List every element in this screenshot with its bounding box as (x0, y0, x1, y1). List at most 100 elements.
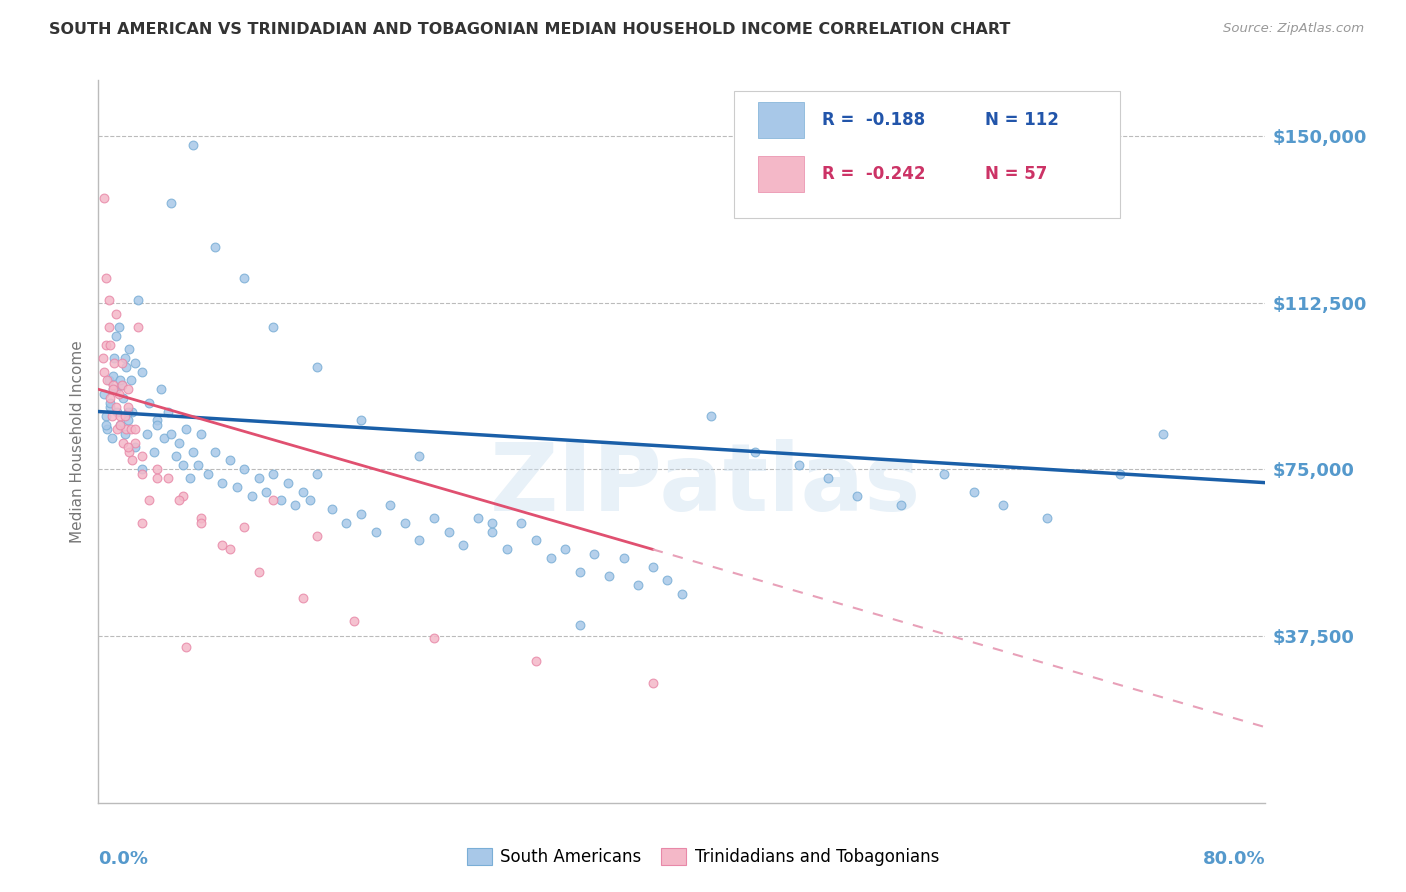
Point (110, 417, 132, 432)
Point (817, 471, 839, 485)
Point (254, 484, 277, 499)
Point (114, 409, 136, 423)
Point (117, 400, 139, 414)
Point (197, 467, 219, 481)
Point (104, 400, 127, 414)
Point (627, 578, 650, 592)
Text: 0.0%: 0.0% (98, 850, 149, 868)
Point (321, 502, 343, 516)
Point (343, 614, 366, 628)
Text: 80.0%: 80.0% (1202, 850, 1265, 868)
Point (524, 533, 547, 548)
Point (104, 307, 127, 321)
Point (167, 435, 190, 450)
Point (111, 377, 134, 392)
Point (94, 417, 117, 432)
Point (451, 538, 474, 552)
Point (98, 400, 121, 414)
Point (118, 444, 141, 458)
Text: R =  -0.242: R = -0.242 (823, 165, 925, 183)
Point (641, 675, 664, 690)
Point (108, 386, 131, 401)
Point (1035, 511, 1057, 525)
Point (124, 440, 146, 454)
Point (350, 413, 373, 427)
Point (408, 533, 430, 548)
Point (104, 329, 127, 343)
Point (408, 449, 430, 463)
Point (93, 191, 115, 205)
Point (111, 377, 134, 392)
Point (138, 395, 160, 409)
Y-axis label: Median Household Income: Median Household Income (69, 340, 84, 543)
Point (114, 426, 136, 441)
Point (114, 351, 136, 366)
Point (540, 551, 562, 566)
Point (172, 458, 194, 472)
Point (117, 382, 139, 396)
Point (291, 591, 314, 606)
Point (423, 511, 446, 525)
Point (496, 542, 519, 557)
Point (110, 373, 132, 387)
Point (91, 351, 114, 366)
Point (138, 493, 160, 508)
Point (105, 404, 128, 418)
Point (112, 391, 135, 405)
Point (270, 493, 292, 508)
Point (583, 547, 606, 561)
Point (262, 320, 284, 334)
FancyBboxPatch shape (734, 91, 1119, 218)
Point (115, 422, 138, 436)
Point (157, 404, 180, 418)
Point (127, 293, 149, 308)
Point (190, 511, 212, 525)
Text: ZIPatlas: ZIPatlas (489, 439, 921, 531)
Point (204, 240, 226, 254)
Point (93, 386, 115, 401)
Point (97, 320, 120, 334)
Point (115, 360, 138, 375)
Point (423, 632, 446, 646)
FancyBboxPatch shape (758, 102, 804, 138)
Point (172, 489, 194, 503)
Point (437, 524, 460, 539)
Text: Source: ZipAtlas.com: Source: ZipAtlas.com (1223, 22, 1364, 36)
Point (307, 467, 329, 481)
Point (1152, 426, 1174, 441)
Point (120, 422, 142, 436)
FancyBboxPatch shape (758, 156, 804, 193)
Point (524, 653, 547, 667)
Point (153, 431, 176, 445)
Point (481, 524, 503, 539)
Point (124, 422, 146, 436)
Point (110, 409, 132, 423)
Point (131, 467, 153, 481)
Point (277, 475, 299, 490)
Point (934, 467, 956, 481)
Point (890, 498, 912, 512)
Point (467, 511, 489, 525)
Point (121, 453, 143, 467)
Point (93, 364, 115, 378)
Point (700, 409, 723, 423)
Point (117, 413, 139, 427)
Point (335, 516, 357, 530)
Point (112, 435, 135, 450)
Point (124, 356, 146, 370)
Point (218, 453, 240, 467)
Point (94, 338, 117, 352)
Point (98, 338, 121, 352)
Point (481, 516, 503, 530)
Point (247, 471, 270, 485)
Point (568, 565, 591, 579)
Point (97, 293, 120, 308)
Point (240, 489, 263, 503)
Point (120, 373, 142, 387)
Point (131, 449, 153, 463)
Point (142, 444, 165, 458)
Point (598, 569, 620, 583)
Point (94, 271, 117, 285)
Point (98, 391, 121, 405)
Point (364, 524, 387, 539)
